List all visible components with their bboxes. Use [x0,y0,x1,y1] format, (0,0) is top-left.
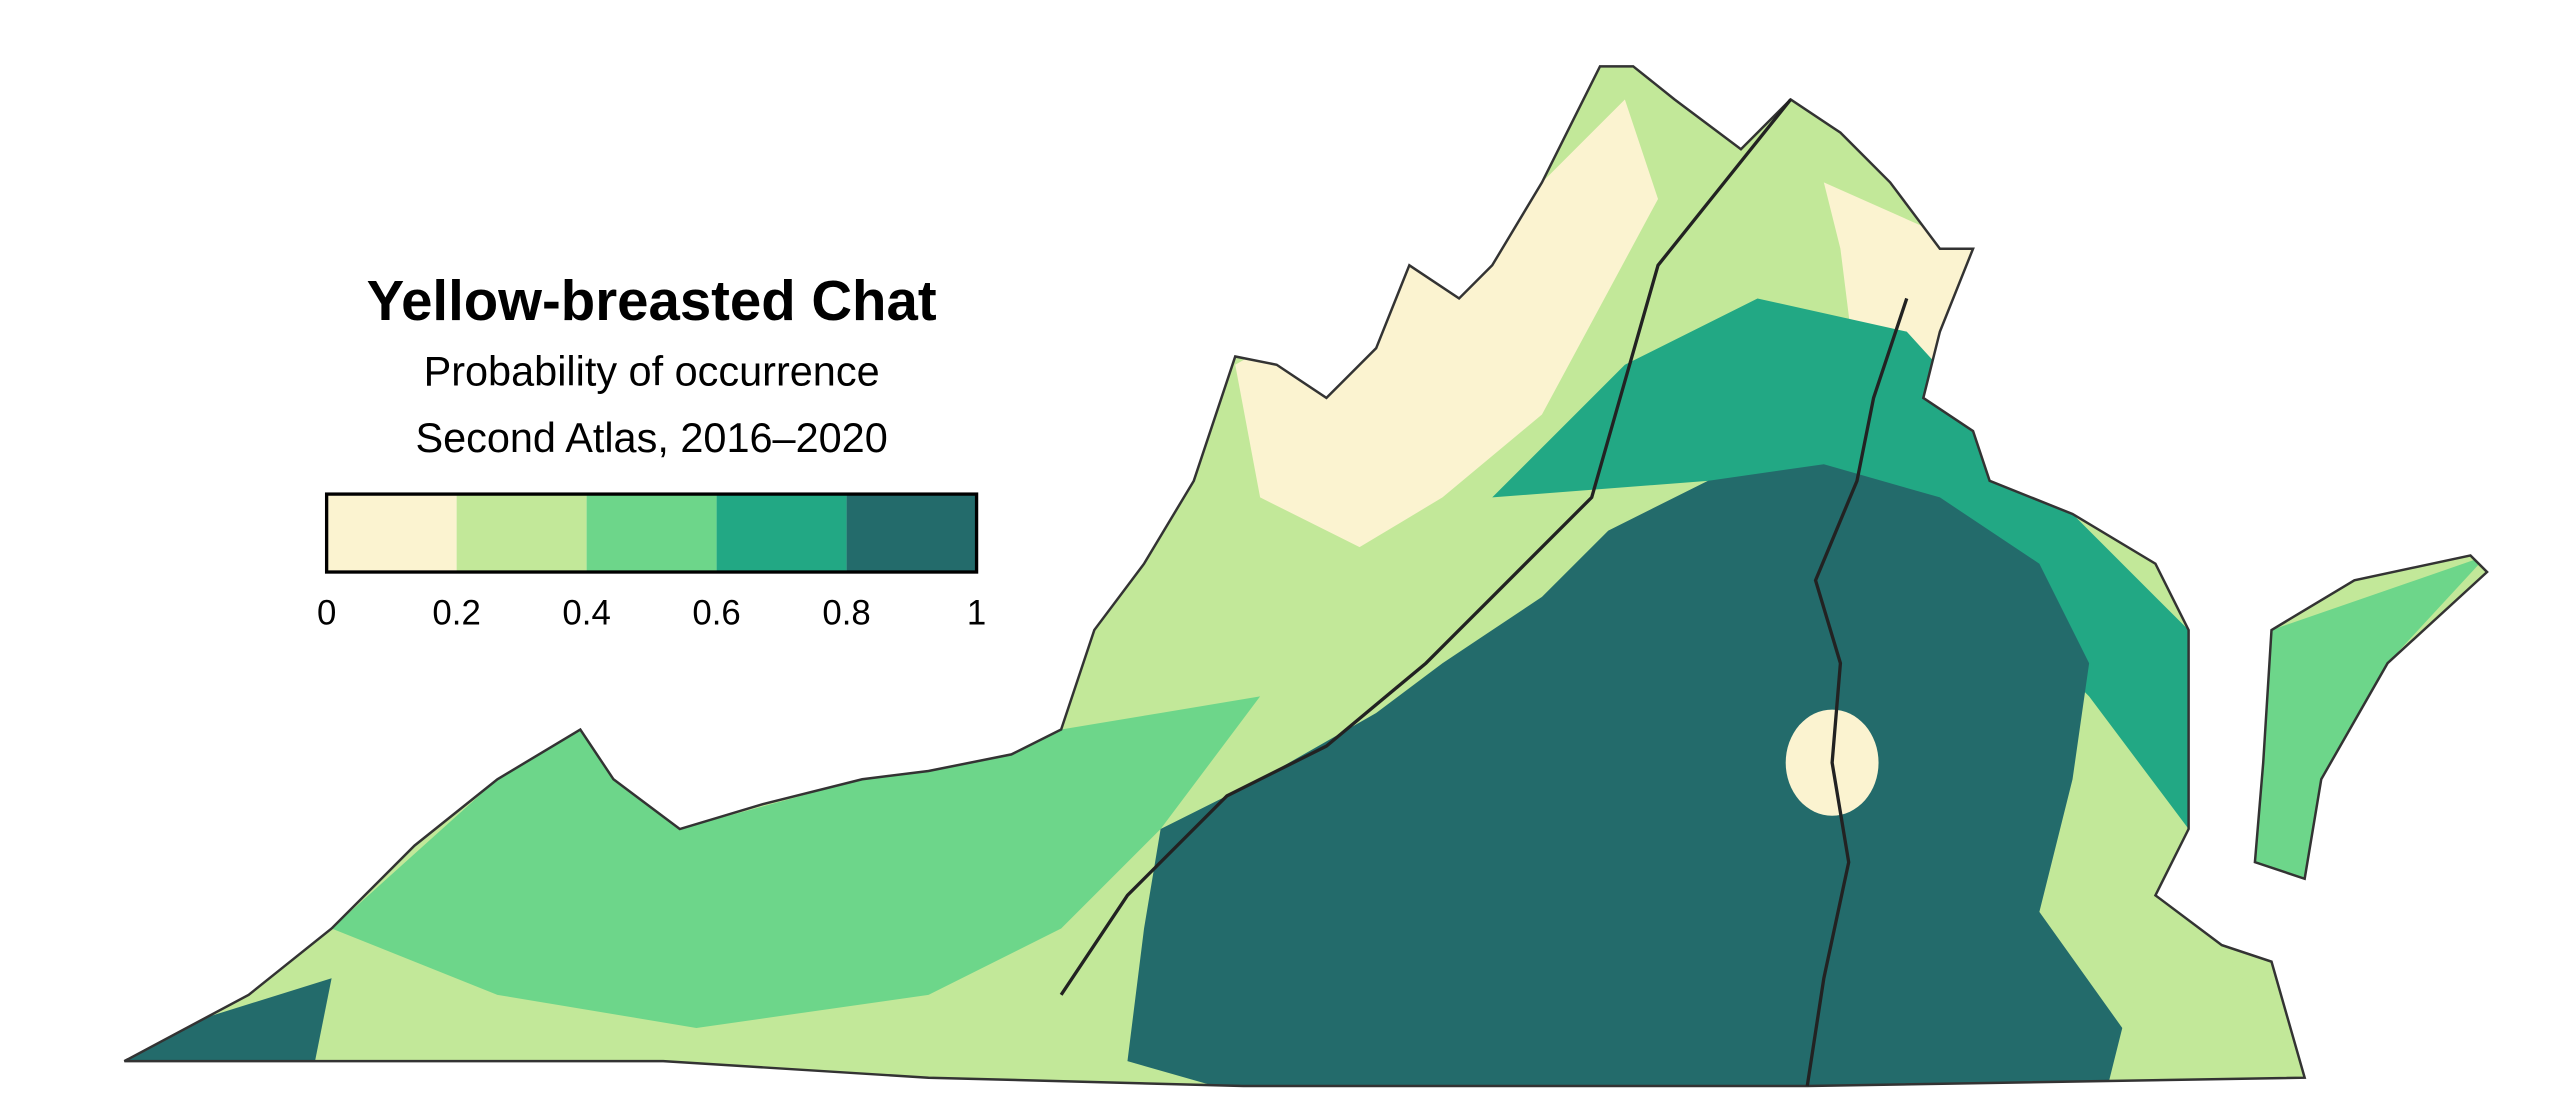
legend-tick-label: 0 [317,593,336,632]
region-very-high [1127,464,2123,1087]
legend: 0 0.2 0.4 0.6 0.8 1 [317,492,986,632]
region-very-high [124,978,332,1062]
map-subtitle: Probability of occurrence [424,348,880,395]
map-title: Yellow-breasted Chat [367,269,937,332]
legend-tick-label: 0.2 [432,593,480,632]
legend-frame [324,492,979,574]
legend-tick-label: 1 [967,593,986,632]
region-high [1492,298,2189,830]
region-very-low [1235,99,1659,548]
legend-swatch [586,494,717,573]
legend-swatch [456,494,587,573]
legend-tick-label: 0.4 [562,593,610,632]
fall-line [1805,297,1909,1087]
region-low [2122,945,2305,1087]
region-boundary [1059,98,1792,996]
legend-tick-label: 0.8 [822,593,870,632]
legend-swatch [326,494,457,573]
legend-swatch [846,494,977,573]
legend-tick-label: 0.6 [692,593,740,632]
state-outline [123,65,2489,1088]
region-mid [331,696,1261,1028]
region-mid [2254,555,2488,879]
legend-swatch [716,494,847,573]
map-subtitle: Second Atlas, 2016–2020 [415,414,887,461]
